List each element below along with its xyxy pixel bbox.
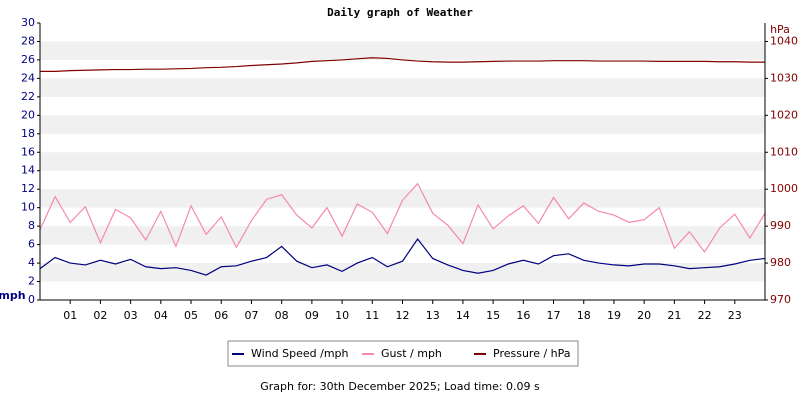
x-tick-label: 23 [728,309,742,322]
y2-tick-label: 1010 [770,145,798,158]
y-tick-label: 8 [28,219,35,232]
background-band [40,78,765,97]
x-tick-label: 09 [305,309,319,322]
x-tick-label: 19 [607,309,621,322]
background-band [40,41,765,60]
background-band [40,263,765,282]
x-tick-label: 12 [396,309,410,322]
y-tick-label: 14 [21,164,35,177]
x-tick-label: 20 [637,309,651,322]
x-tick-label: 07 [244,309,258,322]
legend-label: Pressure / hPa [493,347,571,360]
background-band [40,115,765,134]
series-line [39,238,766,276]
footer: Graph for: 30th December 2025; Load time… [260,380,540,393]
y-tick-label: 30 [21,16,35,29]
chart-title: Daily graph of Weather [327,6,473,19]
y2-tick-label: 980 [770,256,791,269]
y2-tick-label: 970 [770,293,791,306]
series-line [39,182,766,254]
x-tick-label: 04 [154,309,168,322]
y2-tick-label: 1040 [770,34,798,47]
y-tick-label: 12 [21,182,35,195]
y-tick-label: 6 [28,238,35,251]
x-tick-label: 03 [124,309,138,322]
series-line [40,57,765,72]
y2-tick-label: 990 [770,219,791,232]
x-tick-label: 01 [63,309,77,322]
background-band [40,226,765,245]
x-tick-label: 22 [698,309,712,322]
legend-label: Wind Speed /mph [251,347,349,360]
x-tick-label: 18 [577,309,591,322]
series-layer [39,57,766,276]
y-tick-label: 0 [28,293,35,306]
plot-background [40,41,765,282]
y-tick-label: 16 [21,145,35,158]
x-tick-label: 16 [516,309,530,322]
y2-tick-label: 1000 [770,182,798,195]
y-axis-label: mph [0,289,26,302]
y-tick-label: 26 [21,53,35,66]
x-tick-label: 02 [93,309,107,322]
x-tick-label: 11 [365,309,379,322]
y-tick-label: 20 [21,108,35,121]
x-tick-label: 10 [335,309,349,322]
x-tick-label: 08 [275,309,289,322]
x-tick-label: 06 [214,309,228,322]
y-tick-label: 28 [21,34,35,47]
x-tick-label: 05 [184,309,198,322]
x-tick-label: 13 [426,309,440,322]
background-band [40,152,765,171]
y-tick-label: 22 [21,90,35,103]
y-tick-label: 2 [28,275,35,288]
legend-label: Gust / mph [381,347,442,360]
x-tick-label: 21 [667,309,681,322]
x-tick-label: 17 [547,309,561,322]
y2-tick-label: 1020 [770,108,798,121]
y2-axis-label: hPa [770,23,790,36]
y-tick-label: 18 [21,127,35,140]
y-tick-label: 4 [28,256,35,269]
legend-box [227,340,579,367]
y-tick-label: 10 [21,201,35,214]
x-tick-label: 15 [486,309,500,322]
background-band [40,189,765,208]
y-tick-label: 24 [21,71,35,84]
x-tick-label: 14 [456,309,470,322]
y2-tick-label: 1030 [770,71,798,84]
